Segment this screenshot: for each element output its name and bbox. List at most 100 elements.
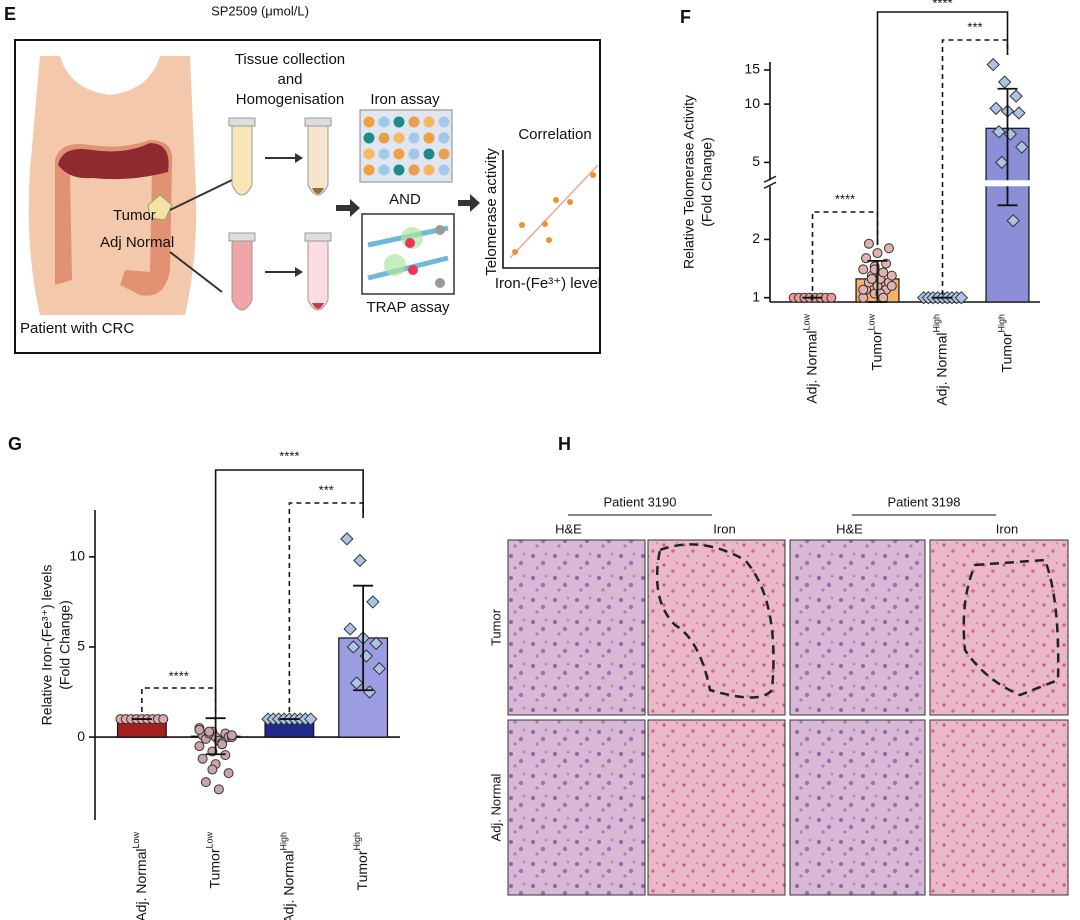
mini-axes [502,150,600,269]
well [423,116,435,128]
y-axis-label: Relative Telomerase Activity [681,95,697,269]
significance-bracket [941,39,1009,295]
category-name: Tumor [998,332,1014,372]
arrow [336,199,360,217]
panel-letter: E [4,4,16,24]
iron-assay-label: Iron assay [370,91,440,108]
data-point [200,777,211,788]
data-point [886,270,897,281]
category-sup: Low [205,832,215,849]
panel-e: E Tumor Adj Normal Patient with CRC Tiss… [4,4,601,354]
data-point [1012,106,1026,120]
well [393,148,405,160]
category-sup: Low [131,832,141,849]
data-point [986,57,1000,72]
trap-assay-label: TRAP assay [366,299,450,316]
significance-label: **** [279,448,299,463]
data-point [213,784,224,795]
data-point [878,267,889,278]
category-sup: High [932,314,942,333]
iron-outline [962,558,1060,697]
category-name: Tumor [206,848,222,888]
panel-h: H Patient 3190 Patient 3198 H&E Iron H&E Ir… [488,434,1069,896]
data-point [995,155,1009,170]
axis-break-mark [763,175,777,189]
data-point [349,676,364,690]
column-label: Iron [713,521,735,536]
data-point [883,243,894,254]
patient-label: Patient 3190 [603,494,676,509]
significance-bracket [811,211,879,300]
y-tick-label: 15 [744,61,760,77]
panel-letter: G [8,434,22,454]
category-name: Adj. Normal [803,331,819,404]
well [363,164,375,176]
error-bar [353,584,374,692]
data-point [194,741,205,752]
histology-image [507,539,646,716]
data-point [217,739,228,750]
y-tick-label: 10 [744,95,760,111]
data-point [194,724,205,735]
category-name: Adj. Normal [133,849,149,920]
data-point [863,238,874,249]
significance-bracket [288,502,364,712]
well [438,132,450,144]
data-point [878,292,889,303]
category-sup: Low [802,314,812,331]
and-label: AND [389,191,421,208]
histology-image [647,719,786,896]
y-axis-label: Relative Iron-(Fe³⁺) levels [39,565,55,726]
tumor-label: Tumor [113,207,156,224]
mini-dots [512,172,596,255]
well [393,132,405,144]
well [408,148,420,160]
data-point [353,553,367,568]
data-point [226,730,237,741]
data-point [1006,213,1020,228]
data-point [204,726,215,737]
data-point [886,280,897,291]
category-sup: High [997,314,1007,333]
adj-normal-label: Adj Normal [100,234,174,251]
data-point [366,595,380,609]
data-point [346,640,361,654]
y-axis-label: (Fold Change) [699,137,715,227]
x-tick-label: TumorLow [205,832,222,889]
y-tick-label: 5 [77,638,85,654]
data-point [207,764,218,775]
data-point [304,712,318,726]
data-point [858,284,869,295]
well [378,132,390,144]
histology-image [789,539,926,716]
arrow [169,179,233,211]
significance-bracket [214,469,364,720]
significance-bracket [876,11,1009,245]
well [423,148,435,160]
data-point [866,273,877,284]
histology-image [647,539,786,716]
row-label: Tumor [488,608,503,646]
well [378,164,390,176]
category-name: Adj. Normal [933,333,949,406]
step-text: and [277,71,302,88]
arrow [458,194,480,212]
column-label: Iron [996,521,1018,536]
well [423,132,435,144]
well [363,132,375,144]
well [438,148,450,160]
data-point [858,264,869,275]
category-name: Adj. Normal [280,851,296,920]
data-point [197,753,208,764]
data-point [826,292,837,303]
data-point [989,101,1003,116]
error-bar [867,259,888,303]
trend-line [509,164,599,259]
x-tick-label: Adj. NormalHigh [279,832,296,920]
data-point [220,750,231,761]
well [363,148,375,160]
category-name: Tumor [868,330,884,370]
significance-label: **** [932,0,952,10]
histology-image [929,719,1069,896]
